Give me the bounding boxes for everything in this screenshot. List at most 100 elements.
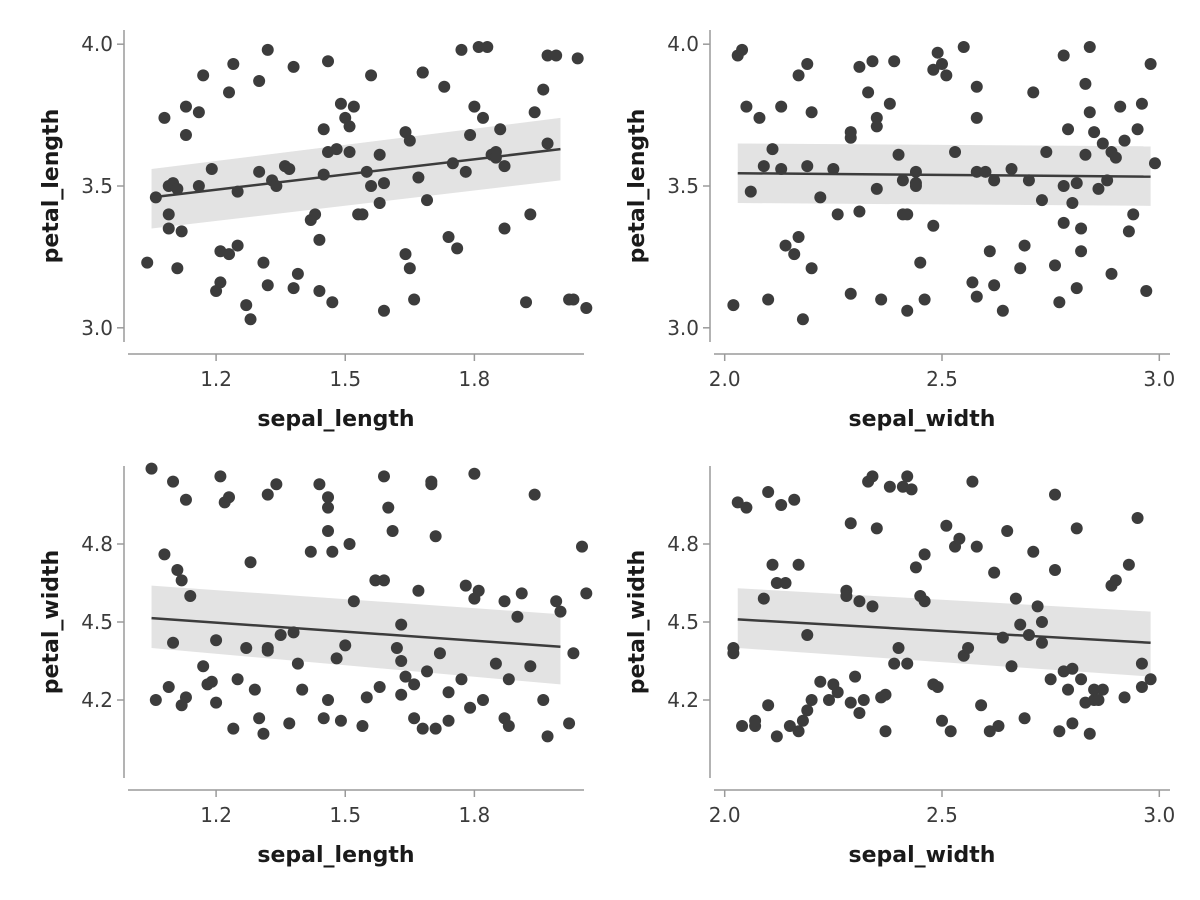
data-point [1083,41,1096,54]
data-point [214,470,227,483]
data-point [167,475,180,488]
data-point [550,595,563,608]
data-point [870,111,883,124]
data-point [970,290,983,303]
data-point [940,519,953,532]
data-point [369,574,382,587]
data-point [421,665,434,678]
data-point [1066,662,1079,675]
data-point [1057,180,1070,192]
data-point [451,242,464,255]
data-point [970,111,983,124]
data-point [520,296,533,309]
data-point [1096,137,1109,150]
data-point [775,100,788,113]
y-tick-label: 3.0 [667,316,699,340]
data-point [792,725,805,738]
data-point [214,276,227,289]
data-point [347,595,360,608]
data-point [1062,683,1075,696]
data-point [442,686,455,699]
data-point [853,707,866,719]
data-point [1088,683,1101,696]
data-point [823,694,835,706]
data-point [1096,683,1109,696]
data-point [1135,681,1148,693]
data-point [909,561,922,574]
data-point [210,696,223,709]
data-point [1001,525,1014,537]
data-point [775,162,788,175]
data-point [1118,134,1131,147]
data-point [524,208,537,221]
data-point [537,694,550,706]
data-point [343,120,356,133]
data-point [287,282,300,295]
data-point [171,182,184,195]
data-point [322,525,335,537]
data-point [274,629,287,641]
data-point [498,595,511,608]
data-point [983,725,996,738]
data-point [1079,148,1092,161]
data-point [244,556,257,569]
data-point [184,590,197,602]
data-point [524,660,537,673]
data-point [343,145,356,158]
data-point [749,714,762,727]
data-point [399,248,412,261]
data-point [261,279,274,292]
data-point [1062,123,1075,136]
data-point [1144,673,1157,686]
data-point [468,100,481,113]
data-point [403,134,416,147]
data-point [801,704,814,717]
data-point [567,647,580,660]
data-point [970,80,983,93]
data-point [1027,545,1040,558]
data-point [511,610,524,623]
data-point [988,566,1001,579]
data-point [853,60,866,73]
data-point [1035,616,1048,628]
data-point [827,162,840,175]
data-point [936,58,948,71]
data-point [909,180,922,192]
data-point [918,293,931,306]
data-point [179,691,192,704]
data-point [261,43,274,56]
x-tick-label: 1.5 [329,367,361,391]
data-point [1070,282,1083,295]
data-point [248,683,261,696]
data-point [412,171,425,184]
data-point [257,727,270,740]
data-point [1035,636,1048,649]
data-point [481,41,494,54]
regression-line [151,616,561,648]
data-point [879,725,892,738]
data-point [257,256,270,269]
data-point [1049,488,1061,501]
data-point [347,100,360,113]
data-point [334,97,347,110]
data-point [339,639,352,652]
data-point [223,248,236,261]
data-point [468,467,481,480]
data-point [580,587,593,600]
data-point [296,683,309,696]
data-point [158,548,171,561]
data-point [870,182,883,195]
data-point [949,145,962,158]
data-point [901,208,914,221]
data-point [731,496,744,509]
data-point [502,720,515,732]
data-point [231,239,244,252]
data-point [744,185,757,198]
data-point [175,574,188,587]
y-tick-label: 4.0 [81,32,113,56]
data-point [1018,712,1031,725]
data-point [779,577,792,589]
data-point [179,128,192,141]
data-point [377,574,390,587]
